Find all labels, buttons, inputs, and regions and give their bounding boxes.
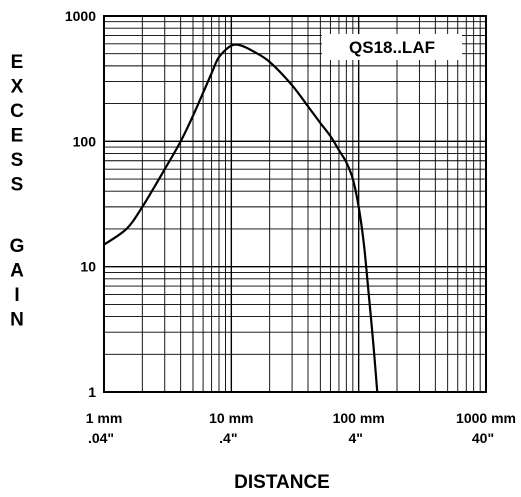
y-axis-title-letter: C <box>10 101 24 122</box>
x-tick-label-inch: .4" <box>219 430 237 446</box>
y-axis-title-letter: X <box>11 77 24 98</box>
y-tick-label: 1 <box>88 384 96 400</box>
x-tick-label-mm: 1 mm <box>86 410 123 426</box>
x-tick-label-inch: 40" <box>472 430 494 446</box>
y-axis-title-letter: E <box>11 52 24 73</box>
y-axis-title-letter: N <box>10 309 24 330</box>
x-tick-labels: 1 mm .04" 10 mm .4" 100 mm 4" 1000 mm 40" <box>86 410 516 446</box>
x-tick-label-inch: .04" <box>88 430 114 446</box>
grid <box>103 16 486 393</box>
legend-label: QS18..LAF <box>349 38 435 57</box>
series-line-qs18-laf <box>103 43 379 393</box>
y-tick-label: 1000 <box>65 8 96 24</box>
x-tick-label-mm: 1000 mm <box>456 410 516 426</box>
x-axis-title: DISTANCE <box>234 472 330 493</box>
x-tick-label-inch: 4" <box>348 430 362 446</box>
y-axis-title-letter: S <box>11 150 24 171</box>
y-axis-title-letter: S <box>11 175 24 196</box>
legend: QS18..LAF <box>322 34 462 60</box>
y-axis-title-letter: A <box>10 260 24 281</box>
plot-frame <box>103 15 487 393</box>
x-tick-label-mm: 100 mm <box>333 410 385 426</box>
y-axis-title-letter: G <box>10 236 25 257</box>
y-tick-label: 100 <box>73 133 97 149</box>
x-tick-label-mm: 10 mm <box>209 410 253 426</box>
y-tick-labels: 1 10 100 1000 <box>65 8 96 400</box>
y-axis-title-letter: I <box>14 285 19 306</box>
y-tick-label: 10 <box>80 259 96 275</box>
y-axis-title-letter: E <box>11 126 24 147</box>
